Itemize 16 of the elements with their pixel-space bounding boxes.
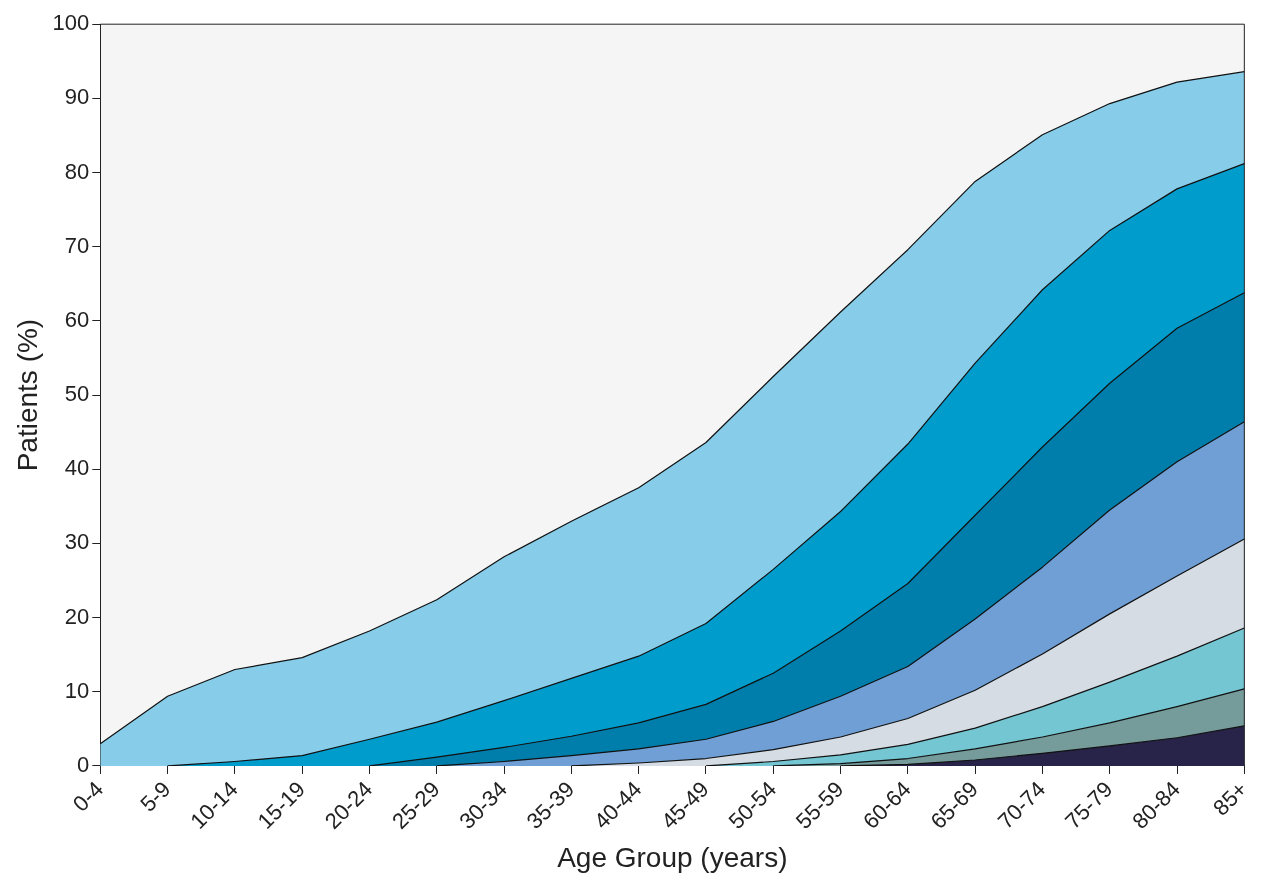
y-axis-title: Patients (%) bbox=[11, 318, 43, 472]
y-tick-label: 40 bbox=[64, 455, 90, 481]
y-tick-label: 0 bbox=[77, 752, 90, 778]
x-tick-label: 85+ bbox=[1208, 776, 1253, 821]
y-tick-label: 30 bbox=[64, 529, 90, 555]
y-tick-label: 10 bbox=[64, 677, 90, 703]
y-tick-label: 90 bbox=[64, 84, 90, 110]
y-tick-label: 60 bbox=[64, 306, 90, 332]
x-axis-title: Age Group (years) bbox=[557, 841, 788, 873]
x-tick-label: 0-4 bbox=[67, 776, 109, 817]
y-tick-label: 20 bbox=[64, 603, 90, 629]
y-tick-label: 100 bbox=[52, 10, 90, 36]
y-tick-label: 50 bbox=[64, 381, 90, 407]
y-tick-label: 80 bbox=[64, 158, 90, 184]
x-tick-label: 5-9 bbox=[135, 776, 176, 817]
y-tick-label: 70 bbox=[64, 232, 90, 258]
